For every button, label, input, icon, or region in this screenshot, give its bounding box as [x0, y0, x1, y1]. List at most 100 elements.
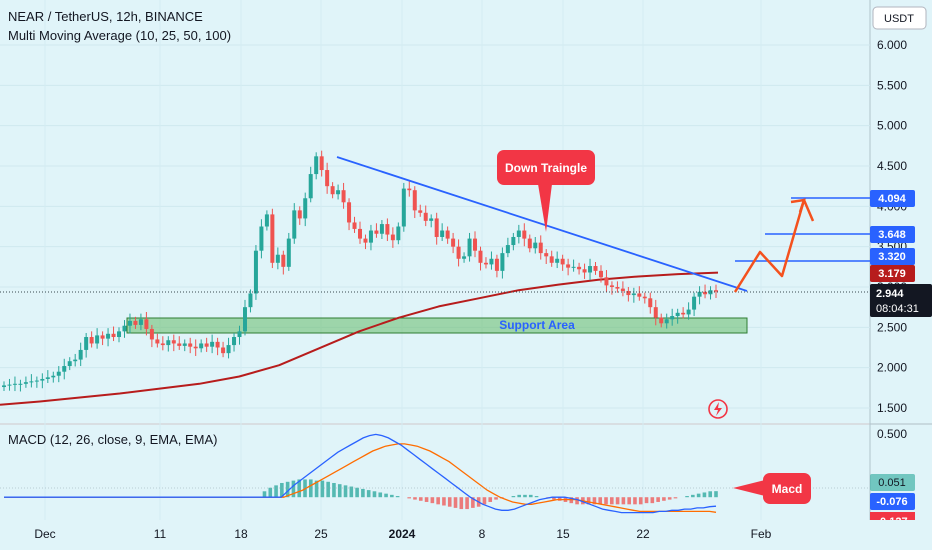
price-tick-label: 1.500 — [877, 401, 907, 415]
macd-histogram-bar — [610, 497, 614, 505]
candle-body — [379, 224, 384, 234]
candle-body — [155, 339, 160, 344]
macd-main-line[interactable] — [4, 433, 717, 514]
down-triangle-callout[interactable]: Down Traingle — [497, 150, 595, 232]
down-triangle-label: Down Traingle — [505, 161, 587, 175]
candle-body — [615, 287, 620, 289]
macd-histogram-bar — [453, 497, 458, 508]
macd-histogram-bar — [262, 491, 267, 498]
candle-body — [73, 359, 78, 362]
macd-histogram-bar — [361, 488, 365, 498]
candle-body — [89, 337, 94, 344]
macd-histogram-bar — [644, 497, 649, 504]
macd-histogram-bar — [390, 494, 394, 498]
macd-histogram-bar — [621, 497, 626, 505]
price-label-3179: 3.179 — [870, 265, 915, 282]
macd-histogram-bar — [337, 484, 342, 498]
candle-body — [253, 250, 258, 294]
candle-body — [626, 291, 631, 296]
moving-average-100-line[interactable] — [0, 271, 719, 406]
candle-body — [555, 258, 560, 263]
macd-histogram-bar — [592, 497, 597, 505]
macd-tick-0500: 0.500 — [877, 427, 907, 441]
time-tick-label: Dec — [34, 527, 55, 541]
candle-body — [494, 258, 499, 271]
candle-body — [221, 347, 226, 354]
main-pane-background — [0, 0, 870, 423]
macd-histogram-bar — [517, 494, 521, 498]
candle-body — [604, 277, 609, 286]
macd-histogram-bar — [384, 493, 388, 498]
time-tick-label: 18 — [234, 527, 248, 541]
svg-text:-0.076: -0.076 — [876, 496, 907, 508]
descending-trend-line[interactable] — [336, 156, 748, 292]
price-tick-label: 6.000 — [877, 38, 907, 52]
macd-callout[interactable]: Macd — [733, 473, 811, 504]
candle-body — [40, 378, 45, 381]
candle-body — [363, 238, 368, 243]
lightning-icon[interactable] — [708, 399, 728, 419]
symbol-title: NEAR / TetherUS, 12h, BINANCE — [8, 9, 203, 24]
macd-histogram-bar — [708, 491, 713, 498]
macd-histogram-bar — [638, 497, 643, 505]
macd-histogram-bar — [280, 482, 284, 498]
moving-average-layer — [0, 271, 719, 406]
candle-body — [396, 226, 401, 241]
candle-body — [292, 210, 297, 239]
candle-body — [593, 266, 598, 271]
candle-body — [7, 384, 12, 386]
macd-histogram-bar — [656, 497, 660, 502]
candle-body — [588, 266, 593, 273]
candle-body — [358, 228, 362, 239]
candle-body — [286, 238, 291, 267]
price-tick-label: 5.000 — [877, 119, 907, 133]
macd-histogram-bar — [552, 497, 556, 500]
macd-histogram-bar — [685, 496, 689, 498]
time-tick-label: 22 — [636, 527, 650, 541]
candle-body — [45, 377, 50, 379]
candle-body — [407, 188, 412, 191]
support-area-zone[interactable] — [126, 317, 748, 334]
macd-histogram-bar — [424, 497, 429, 502]
macd-histogram-bar — [326, 481, 330, 498]
macd-histogram-value: 0.051 — [870, 474, 915, 491]
candle-body — [456, 246, 461, 259]
macd-label[interactable]: MACD (12, 26, close, 9, EMA, EMA) — [8, 432, 218, 447]
candle-body — [78, 349, 83, 360]
svg-text:3.320: 3.320 — [878, 251, 906, 263]
candle-body — [467, 238, 472, 257]
macd-histogram-bar — [598, 497, 603, 505]
time-tick-label: 2024 — [389, 527, 416, 541]
candle-body — [708, 290, 713, 295]
candle-body — [440, 230, 445, 237]
macd-histogram-bar — [604, 497, 608, 505]
candle-body — [166, 340, 171, 346]
currency-button[interactable]: USDT — [872, 6, 927, 30]
candle-body — [308, 174, 313, 199]
macd-histogram-bar — [465, 497, 469, 510]
time-tick-label: 25 — [314, 527, 328, 541]
candle-body — [445, 230, 450, 239]
price-axis-ticks[interactable]: 6.0005.5005.0004.5004.0003.5003.0002.500… — [877, 38, 907, 415]
macd-histogram-bar — [673, 497, 678, 499]
candle-body — [199, 343, 204, 349]
candle-body — [653, 307, 658, 318]
macd-histogram-bar — [702, 492, 707, 498]
candle-body — [642, 296, 647, 299]
candle-body — [149, 328, 154, 340]
macd-callout-label: Macd — [772, 482, 803, 496]
macd-line-value: -0.076 — [870, 493, 915, 510]
candle-body — [347, 202, 352, 223]
indicator-label[interactable]: Multi Moving Average (10, 25, 50, 100) — [8, 28, 231, 43]
macd-histogram-bar — [650, 497, 655, 504]
macd-histogram-bar — [627, 497, 631, 505]
projection-arrow-head — [790, 198, 806, 213]
macd-histogram-bar — [418, 497, 423, 501]
candle-body — [303, 198, 308, 219]
projection-path[interactable] — [733, 198, 815, 293]
currency-button-label: USDT — [884, 13, 914, 25]
candle-body — [264, 214, 269, 227]
macd-histogram-bar — [407, 497, 412, 499]
time-axis-ticks[interactable]: Dec 11 18 25 2024 8 15 22 Feb — [34, 527, 771, 541]
